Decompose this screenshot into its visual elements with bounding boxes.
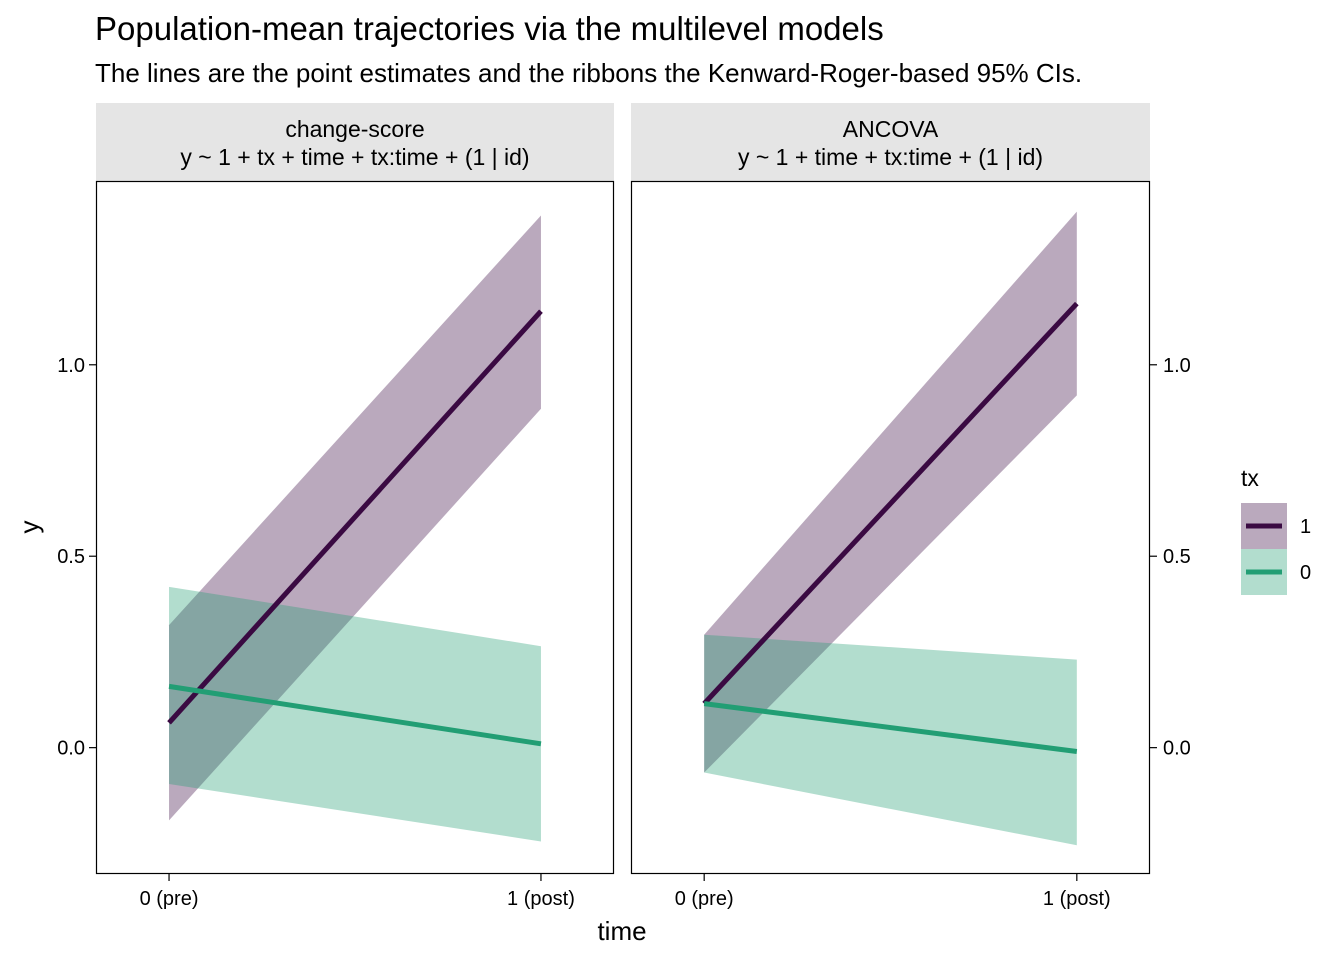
facet-strip-formula: y ~ 1 + tx + time + tx:time + (1 | id): [180, 144, 529, 170]
estimate-line-tx1: [702, 301, 1079, 706]
y-tick-label-right: 1.0: [1163, 355, 1191, 377]
x-tick-label: 1 (post): [507, 888, 575, 910]
y-tick-label-left: 1.0: [57, 355, 85, 377]
y-tick-label-right: 0.0: [1163, 738, 1191, 760]
panel-background-2: [631, 181, 1150, 874]
y-tick-label-left: 0.0: [57, 738, 85, 760]
x-tick-label: 0 (pre): [675, 888, 734, 910]
legend-title: tx: [1241, 465, 1259, 491]
panel-border-1: [95, 180, 615, 875]
ci-ribbon-tx1: [704, 211, 1077, 773]
panel-background-1: [96, 181, 614, 874]
x-tick-label: 0 (pre): [140, 888, 199, 910]
estimate-line-tx0: [168, 683, 542, 747]
y-tick-label-right: 0.5: [1163, 546, 1191, 568]
chart-title: Population-mean trajectories via the mul…: [95, 10, 884, 47]
y-tick-label-left: 0.5: [57, 546, 85, 568]
x-axis-title: time: [597, 916, 646, 946]
facet-strip-title: ANCOVA: [843, 116, 939, 142]
legend-label-tx0: 0: [1300, 562, 1311, 584]
ci-ribbon-tx0: [704, 634, 1077, 846]
facet-strip-formula: y ~ 1 + time + tx:time + (1 | id): [738, 144, 1043, 170]
panel-border-2: [630, 180, 1151, 875]
legend-label-tx1: 1: [1300, 516, 1311, 538]
estimate-line-tx0: [703, 701, 1078, 754]
facet-strip-title: change-score: [285, 116, 424, 142]
chart-subtitle: The lines are the point estimates and th…: [95, 58, 1083, 88]
facet-strip-1: [96, 103, 614, 181]
facet-strip-2: [631, 103, 1150, 181]
y-axis-title: y: [14, 521, 44, 534]
x-tick-label: 1 (post): [1043, 888, 1111, 910]
estimate-line-tx1: [167, 309, 543, 725]
